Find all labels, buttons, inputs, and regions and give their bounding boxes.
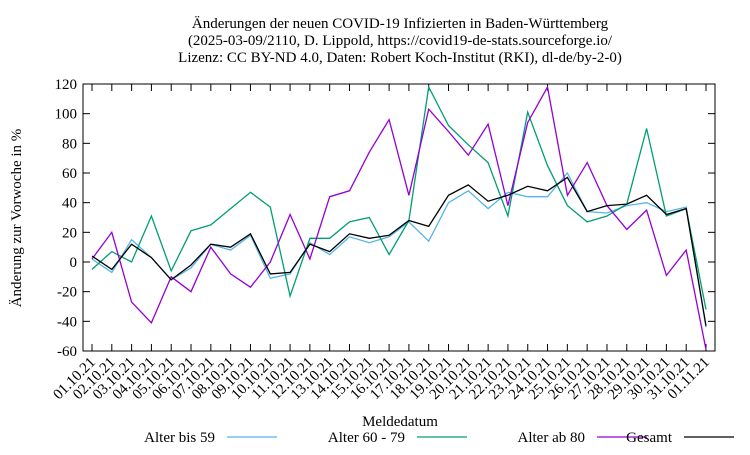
y-tick-label: 120 [55,77,78,93]
chart-title: (2025-03-09/2110, D. Lippold, https://co… [188,33,613,49]
y-tick-label: 40 [62,196,77,212]
series-line [91,85,707,350]
plot-frame [82,83,716,352]
series-line [91,84,707,310]
legend-label: Alter ab 80 [518,430,585,446]
y-tick-label: 20 [62,225,77,241]
y-tick-label: -60 [57,344,77,360]
x-axis-label: Meldedatum [362,414,438,430]
chart-title: Änderungen der neuen COVID-19 Infizierte… [192,15,609,32]
y-tick-label: -20 [57,285,77,301]
y-tick-label: 80 [62,136,77,152]
series-line [91,176,707,326]
legend-label: Alter bis 59 [144,430,215,446]
legend-label: Gesamt [626,430,673,446]
chart-title: Lizenz: CC BY-ND 4.0, Daten: Robert Koch… [178,50,622,66]
y-axis-label: Änderung zur Vorwoche in % [8,129,25,308]
legend-label: Alter 60 - 79 [328,430,405,446]
y-tick-label: -40 [57,314,77,330]
series-line [91,171,707,328]
y-tick-label: 100 [55,107,78,123]
y-tick-label: 0 [70,255,78,271]
y-tick-label: 60 [62,166,77,182]
